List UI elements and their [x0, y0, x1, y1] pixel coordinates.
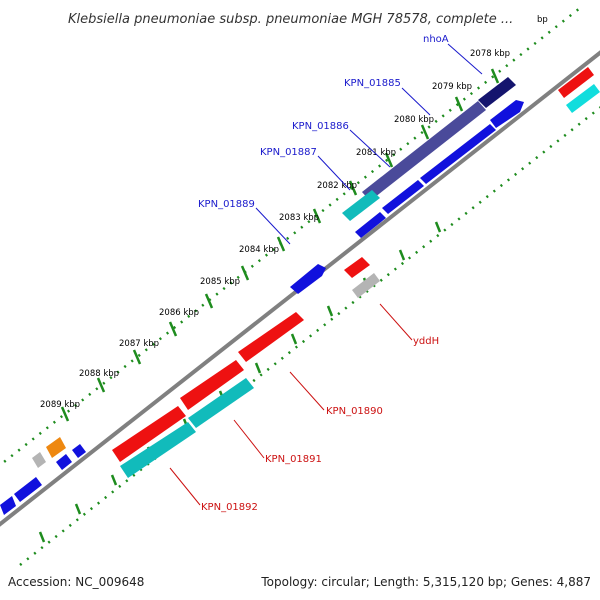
- cds-feature-KPN_01891[interactable]: [188, 378, 254, 428]
- tick-label-2085: 2085 kbp: [200, 277, 240, 287]
- cds-feature-KPN_01886[interactable]: [342, 190, 380, 221]
- major-tick: [168, 321, 178, 337]
- major-tick: [420, 124, 430, 140]
- gene-labels: nhoA KPN_01885 KPN_01886 KPN_01887 KPN_0…: [198, 34, 449, 513]
- callout-KPN_01891: [233, 419, 265, 459]
- inner-tick-ring: [19, 106, 600, 566]
- tick-label-2083: 2083 kbp: [279, 213, 319, 223]
- callout-KPN_01885: [401, 87, 431, 116]
- outer-tick-ring: [0, 7, 581, 467]
- major-tick: [60, 406, 70, 422]
- cds-feature-blue-5[interactable]: [0, 496, 16, 515]
- cds-feature-KPN_01889[interactable]: [290, 264, 326, 294]
- gene-label-KPN_01886[interactable]: KPN_01886: [292, 121, 349, 132]
- gene-label-nhoA[interactable]: nhoA: [423, 34, 449, 45]
- tick-label-2084: 2084 kbp: [239, 245, 279, 255]
- cds-feature-blue-3[interactable]: [382, 180, 424, 214]
- reverse-features: [112, 257, 380, 478]
- forward-features: [46, 67, 594, 458]
- major-tick: [454, 96, 464, 112]
- callout-KPN_01892: [169, 467, 201, 506]
- tick-label-2087: 2087 kbp: [119, 339, 159, 349]
- major-tick: [132, 349, 142, 365]
- tick-label-2082: 2082 kbp: [317, 181, 357, 191]
- major-tick: [312, 208, 322, 224]
- cds-feature-blue-4[interactable]: [355, 212, 386, 238]
- gene-label-KPN_01892[interactable]: KPN_01892: [201, 502, 258, 513]
- cds-feature-red-small[interactable]: [344, 257, 370, 278]
- cds-feature-blue-2[interactable]: [490, 100, 524, 128]
- tick-label-2079: 2079 kbp: [432, 82, 472, 92]
- major-tick: [240, 265, 250, 281]
- tick-label-2080: 2080 kbp: [394, 115, 434, 125]
- callout-yddH: [379, 303, 413, 341]
- cds-feature-cyan-2[interactable]: [120, 422, 196, 478]
- cds-feature-gray-1[interactable]: [32, 452, 46, 468]
- accession-text: Accession: NC_009648: [8, 575, 144, 589]
- map-title: Klebsiella pneumoniae subsp. pneumoniae …: [68, 12, 513, 27]
- tick-label-2089: 2089 kbp: [40, 400, 80, 410]
- major-tick: [490, 68, 500, 84]
- map-title-suffix: bp: [537, 15, 548, 25]
- cds-feature-blue-1[interactable]: [420, 124, 496, 184]
- tick-labels: 2078 kbp 2079 kbp 2080 kbp 2081 kbp 2082…: [40, 49, 510, 410]
- tick-rings: [0, 7, 600, 566]
- major-tick: [290, 333, 298, 345]
- tick-label-2086: 2086 kbp: [159, 308, 199, 318]
- gene-label-KPN_01885[interactable]: KPN_01885: [344, 78, 401, 89]
- tick-label-2088: 2088 kbp: [79, 369, 119, 379]
- callout-lines: [169, 43, 483, 506]
- major-tick: [74, 503, 82, 515]
- callout-KPN_01887: [317, 155, 351, 191]
- callout-nhoA: [447, 43, 483, 75]
- major-tick: [254, 362, 262, 374]
- major-tick: [38, 531, 46, 543]
- cds-feature-edge-cyan[interactable]: [566, 84, 600, 113]
- cds-feature-yddH[interactable]: [352, 273, 380, 298]
- major-tick: [326, 305, 334, 317]
- cds-feature-KPN_01885[interactable]: [362, 101, 486, 201]
- cds-feature-KPN_01890[interactable]: [238, 312, 304, 362]
- callout-KPN_01889: [255, 207, 291, 245]
- cds-feature-orange[interactable]: [46, 437, 66, 458]
- major-tick: [398, 249, 406, 261]
- major-tick: [110, 474, 118, 486]
- tick-label-2081: 2081 kbp: [356, 148, 396, 158]
- cds-feature-blue-7[interactable]: [56, 454, 72, 470]
- major-tick: [384, 152, 394, 168]
- cds-feature-blue-8[interactable]: [72, 444, 86, 458]
- genome-summary-text: Topology: circular; Length: 5,315,120 bp…: [260, 575, 591, 589]
- gene-label-KPN_01889[interactable]: KPN_01889: [198, 199, 255, 210]
- gene-label-yddH[interactable]: yddH: [413, 336, 439, 347]
- major-tick: [96, 377, 106, 393]
- callout-KPN_01886: [349, 129, 391, 168]
- major-tick: [434, 221, 442, 233]
- gene-label-KPN_01891[interactable]: KPN_01891: [265, 454, 322, 465]
- cds-feature-blue-6[interactable]: [14, 477, 42, 502]
- major-tick: [204, 293, 214, 309]
- inner-forward-features: [0, 84, 600, 515]
- cds-feature-red-2[interactable]: [180, 360, 244, 410]
- major-tick: [276, 236, 286, 252]
- major-tick: [348, 180, 358, 196]
- cds-feature-KPN_01892[interactable]: [112, 406, 186, 462]
- gene-label-KPN_01887[interactable]: KPN_01887: [260, 147, 317, 158]
- tick-label-2078: 2078 kbp: [470, 49, 510, 59]
- cds-feature-nhoA[interactable]: [478, 77, 516, 108]
- callout-KPN_01890: [289, 371, 325, 411]
- cds-feature-edge-red[interactable]: [558, 67, 594, 98]
- gene-label-KPN_01890[interactable]: KPN_01890: [326, 406, 383, 417]
